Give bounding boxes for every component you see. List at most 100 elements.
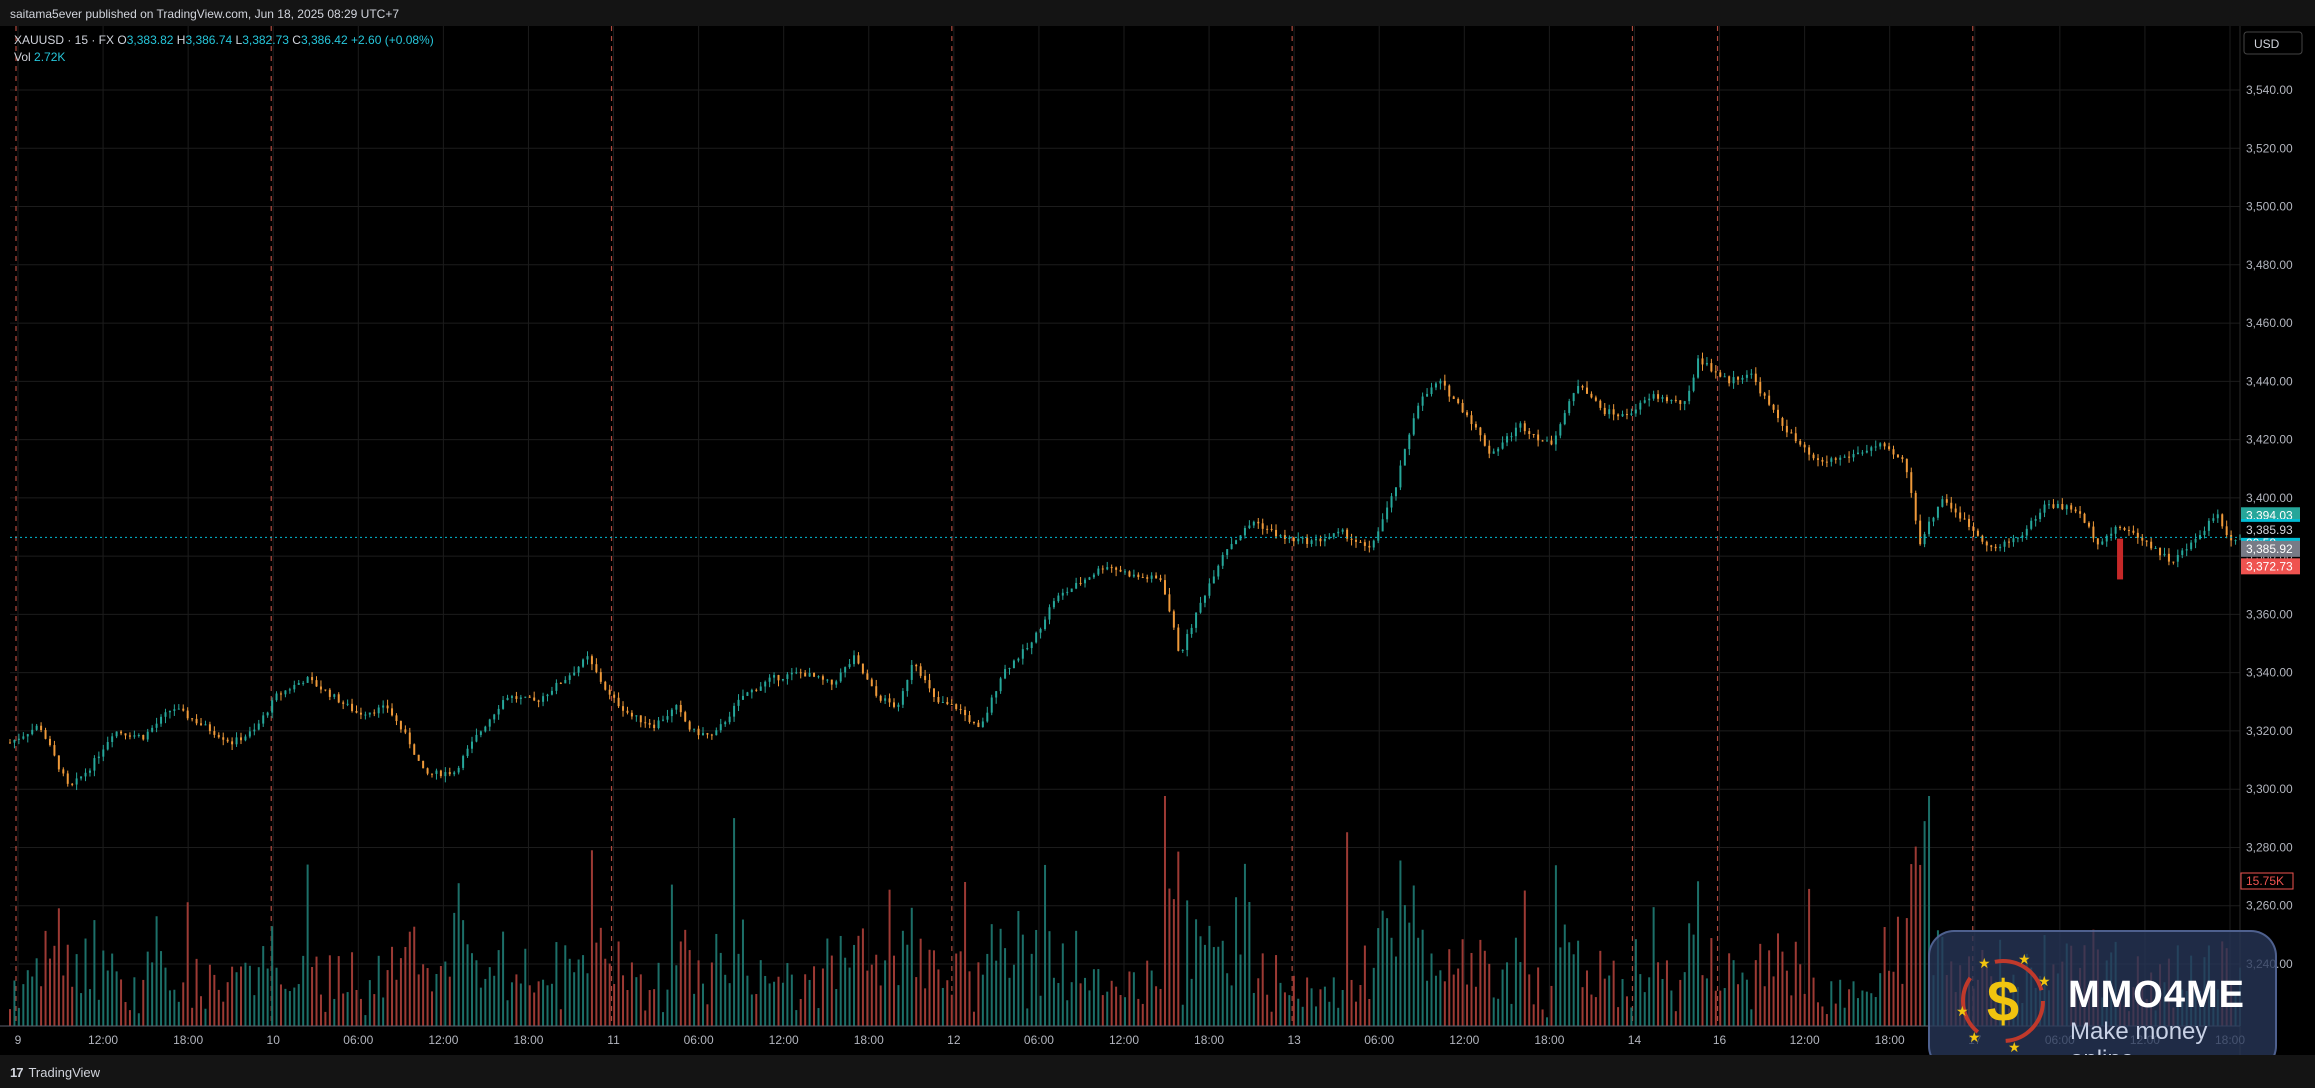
brand-label: TradingView xyxy=(28,1065,101,1080)
volume-bar xyxy=(137,1013,140,1026)
symbol-name[interactable]: XAUUSD · 15 · FX xyxy=(14,33,115,47)
candle-body xyxy=(204,724,207,726)
volume-bar xyxy=(670,884,673,1026)
volume-bar xyxy=(204,1008,207,1026)
candle-body xyxy=(1372,540,1375,548)
candle-body xyxy=(137,734,140,736)
volume-bar xyxy=(1283,992,1286,1026)
candle-body xyxy=(395,715,398,722)
candle-body xyxy=(1004,669,1007,679)
candle-body xyxy=(1945,499,1948,503)
candle-body xyxy=(1541,440,1544,442)
volume-bar xyxy=(342,993,345,1026)
candle-body xyxy=(582,659,585,667)
volume-bar xyxy=(590,850,593,1026)
candle-body xyxy=(208,724,211,732)
volume-bar xyxy=(1190,978,1193,1026)
volume-bar xyxy=(510,982,513,1026)
candle-body xyxy=(1936,506,1939,518)
candle-body xyxy=(626,710,629,713)
volume-bar xyxy=(457,883,460,1026)
volume-bar xyxy=(1172,899,1175,1026)
candle-body xyxy=(1097,568,1100,575)
candle-body xyxy=(1208,583,1211,596)
volume-value: 2.72K xyxy=(34,50,66,64)
volume-bar xyxy=(542,979,545,1026)
candle-body xyxy=(995,691,998,698)
volume-bar xyxy=(879,985,882,1026)
candle-body xyxy=(1625,414,1628,416)
candle-body xyxy=(1159,578,1162,581)
volume-bar xyxy=(1457,968,1460,1026)
volume-bar xyxy=(399,958,402,1026)
volume-bar xyxy=(617,941,620,1026)
candle-body xyxy=(1856,452,1859,455)
currency-box[interactable] xyxy=(2243,31,2303,55)
volume-bar xyxy=(1092,969,1095,1026)
volume-bar xyxy=(111,953,114,1026)
candle-body xyxy=(1275,529,1278,537)
volume-bar xyxy=(635,977,638,1026)
candle-body xyxy=(2181,550,2184,556)
x-tick-label: 14 xyxy=(1628,1033,1642,1047)
volume-bar xyxy=(1661,979,1664,1026)
candle-body xyxy=(502,700,505,709)
volume-bar xyxy=(1603,978,1606,1026)
volume-bar xyxy=(1648,977,1651,1026)
volume-bar xyxy=(1790,995,1793,1026)
candle-body xyxy=(142,734,145,740)
volume-bar xyxy=(1399,860,1402,1026)
candle-body xyxy=(253,729,256,732)
volume-bar xyxy=(1066,1000,1069,1026)
candle-body xyxy=(568,675,571,680)
candle-body xyxy=(666,716,669,720)
tradingview-brand[interactable]: 17 TradingView xyxy=(10,1065,100,1080)
volume-bar xyxy=(1434,975,1437,1026)
volume-bar xyxy=(1195,919,1198,1026)
open-label: O xyxy=(117,33,127,47)
candle-body xyxy=(355,710,358,713)
candle-body xyxy=(817,676,820,678)
candle-body xyxy=(293,684,296,690)
current-candle xyxy=(2117,538,2124,580)
candle-body xyxy=(1297,538,1300,542)
volume-bar xyxy=(995,960,998,1026)
volume-bar xyxy=(1594,997,1597,1026)
candle-body xyxy=(768,677,771,682)
candle-body xyxy=(1879,443,1882,447)
volume-bar xyxy=(26,970,29,1026)
candle-body xyxy=(382,705,385,708)
price-chart[interactable]: USD 3,540.00 3,520.00 3,500.00 3,480.00 3,460… xyxy=(0,26,2315,1055)
volume-bar xyxy=(191,1007,194,1026)
candle-body xyxy=(1283,535,1286,540)
y-tick-label: 3,400.00 xyxy=(2246,491,2293,505)
volume-bar xyxy=(884,960,887,1026)
candle-body xyxy=(1790,432,1793,434)
volume-bar xyxy=(826,938,829,1026)
volume-bar xyxy=(662,1012,665,1026)
candle-body xyxy=(657,720,660,729)
candle-body xyxy=(1728,376,1731,384)
candle-body xyxy=(297,682,300,685)
candle-body xyxy=(1399,465,1402,488)
candle-body xyxy=(1026,648,1029,650)
volume-bar xyxy=(1714,990,1717,1026)
candle-body xyxy=(111,736,114,742)
candle-body xyxy=(1563,413,1566,425)
publish-bar: saitama5ever published on TradingView.co… xyxy=(0,0,2315,26)
candle-body xyxy=(1506,436,1509,443)
candle-body xyxy=(84,772,87,777)
volume-bar xyxy=(422,964,425,1026)
volume-bar xyxy=(297,984,300,1026)
volume-bar xyxy=(701,983,704,1026)
volume-bar xyxy=(799,998,802,1026)
candle-body xyxy=(706,733,709,735)
volume-bar xyxy=(1292,975,1295,1026)
candle-body xyxy=(519,697,522,699)
candle-body xyxy=(648,722,651,725)
volume-bar xyxy=(1368,998,1371,1026)
volume-bar xyxy=(1728,953,1731,1026)
candle-body xyxy=(1674,399,1677,401)
candle-body xyxy=(2176,555,2179,562)
volume-bar xyxy=(244,962,247,1026)
